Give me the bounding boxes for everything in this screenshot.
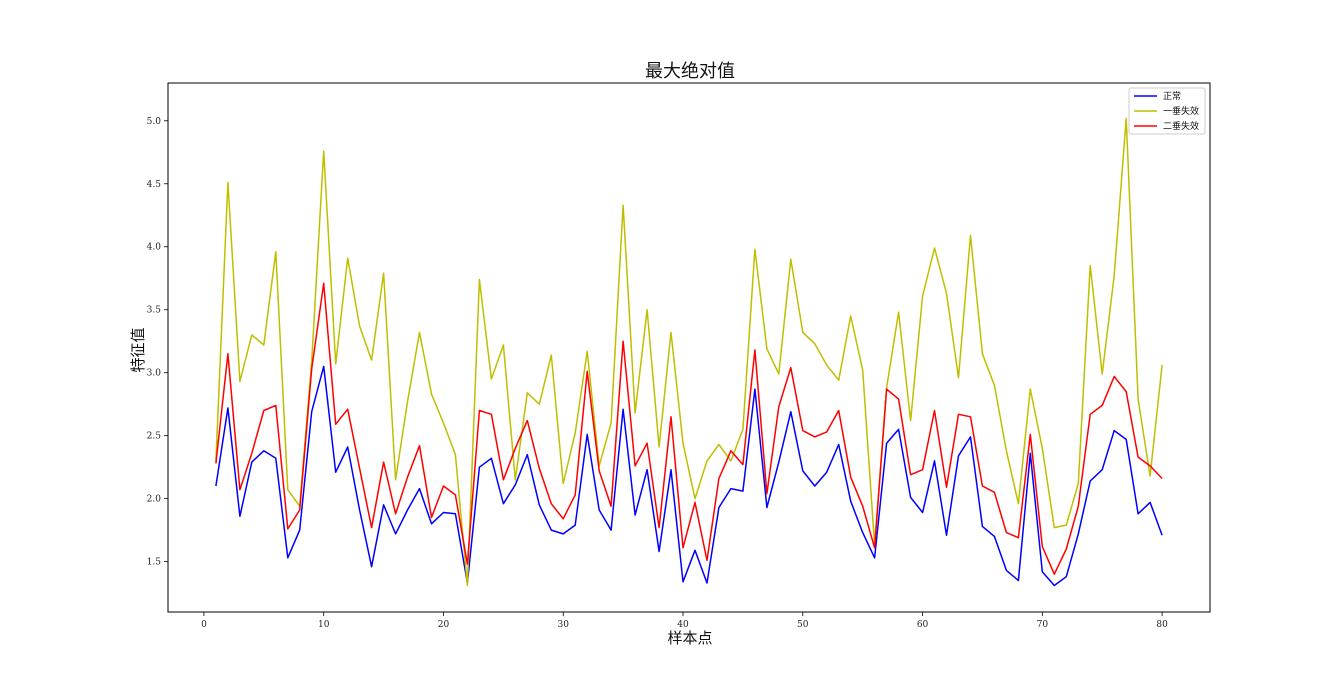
x-tick-label: 10 bbox=[318, 620, 330, 630]
x-axis-ticks: 0 10 20 30 40 50 60 70 80 bbox=[201, 612, 1168, 630]
legend-label-2: 一垂失效 bbox=[1163, 105, 1199, 117]
y-tick-label: 4.0 bbox=[147, 243, 162, 253]
series-line-1 bbox=[215, 365, 1163, 587]
x-tick-label: 80 bbox=[1156, 620, 1168, 630]
chart-title: 最大绝对值 bbox=[645, 61, 735, 82]
legend-label-1: 正常 bbox=[1163, 90, 1181, 102]
y-tick-label: 3.0 bbox=[147, 369, 162, 379]
x-tick-label: 60 bbox=[917, 620, 929, 630]
y-tick-label: 4.5 bbox=[147, 180, 162, 190]
x-tick-label: 40 bbox=[677, 620, 689, 630]
y-tick-label: 1.5 bbox=[147, 558, 162, 568]
y-tick-label: 5.0 bbox=[147, 117, 162, 127]
y-axis-label: 特征值 bbox=[129, 327, 147, 372]
x-axis-label: 样本点 bbox=[667, 629, 712, 647]
x-tick-label: 0 bbox=[201, 620, 207, 630]
x-tick-label: 30 bbox=[558, 620, 570, 630]
y-tick-label: 2.0 bbox=[147, 495, 162, 505]
x-tick-label: 20 bbox=[438, 620, 450, 630]
series-line-3 bbox=[215, 282, 1163, 575]
legend-box bbox=[1128, 87, 1206, 135]
x-tick-label: 70 bbox=[1037, 620, 1049, 630]
x-tick-label: 50 bbox=[797, 620, 809, 630]
y-axis-ticks: 1.5 2.0 2.5 3.0 3.5 4.0 4.5 5.0 bbox=[147, 117, 168, 568]
legend-label-3: 二垂失效 bbox=[1163, 120, 1199, 132]
y-tick-label: 2.5 bbox=[147, 432, 162, 442]
series-line-2 bbox=[215, 117, 1163, 587]
y-tick-label: 3.5 bbox=[147, 306, 162, 316]
series-layer bbox=[215, 117, 1163, 587]
